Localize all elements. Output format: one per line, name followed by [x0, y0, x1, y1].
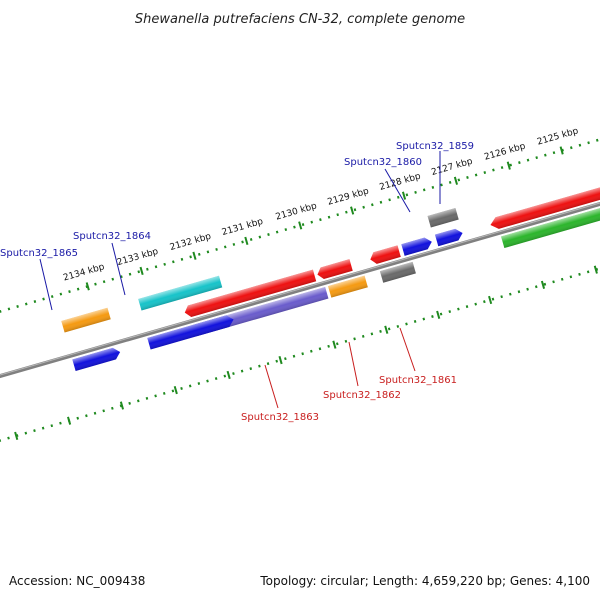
label-sputcn32-1863[interactable]: Sputcn32_1863	[241, 412, 319, 423]
gene-sputcn32-1864[interactable]	[138, 275, 223, 311]
label-sputcn32-1864[interactable]: Sputcn32_1864	[73, 231, 151, 242]
svg-text:2131 kbp: 2131 kbp	[221, 217, 265, 238]
accession-text: Accession: NC_009438	[9, 574, 146, 588]
tick-2128: 2128 kbp	[378, 171, 422, 200]
gene-blue-long[interactable]	[147, 314, 235, 350]
genome-backbone	[0, 169, 600, 411]
gene-sputcn32-1861[interactable]	[379, 261, 416, 283]
gene-red-mid[interactable]	[316, 259, 353, 280]
label-sputcn32-1860[interactable]: Sputcn32_1860	[344, 157, 422, 168]
gene-sputcn32-1861-red[interactable]	[369, 245, 401, 265]
tick-2129: 2129 kbp	[327, 186, 371, 215]
label-sputcn32-1861[interactable]: Sputcn32_1861	[379, 375, 457, 386]
svg-text:2129 kbp: 2129 kbp	[327, 186, 371, 207]
svg-text:2128 kbp: 2128 kbp	[378, 171, 422, 192]
gene-sputcn32-1863-red[interactable]	[183, 269, 317, 319]
svg-text:2134 kbp: 2134 kbp	[62, 262, 106, 283]
gene-blue-left[interactable]	[72, 346, 121, 371]
gene-sputcn32-1862[interactable]	[328, 275, 368, 298]
gene-labels: Sputcn32_1859 Sputcn32_1860 Sputcn32_186…	[0, 141, 474, 423]
genome-summary-text: Topology: circular; Length: 4,659,220 bp…	[260, 574, 590, 588]
svg-text:2127 kbp: 2127 kbp	[430, 157, 474, 178]
tick-2133: 2133 kbp	[116, 247, 160, 276]
lower-ticks	[14, 265, 598, 440]
tick-2126: 2126 kbp	[483, 141, 527, 170]
gene-sputcn32-1860[interactable]	[401, 236, 433, 256]
label-sputcn32-1862[interactable]: Sputcn32_1862	[323, 390, 401, 401]
map-title: Shewanella putrefaciens CN-32, complete …	[135, 12, 465, 27]
svg-text:2133 kbp: 2133 kbp	[116, 247, 160, 268]
tick-2130: 2130 kbp	[275, 201, 319, 230]
label-sputcn32-1859[interactable]: Sputcn32_1859	[396, 141, 474, 152]
svg-text:2130 kbp: 2130 kbp	[275, 201, 319, 222]
tick-2132: 2132 kbp	[169, 232, 213, 260]
gene-sputcn32-1865[interactable]	[61, 307, 111, 333]
tick-2131: 2131 kbp	[221, 217, 265, 245]
svg-text:2125 kbp: 2125 kbp	[536, 126, 580, 147]
gene-green-right[interactable]	[501, 195, 600, 249]
svg-text:2126 kbp: 2126 kbp	[483, 141, 527, 162]
gene-sputcn32-1859[interactable]	[434, 227, 464, 247]
gene-gray-upper[interactable]	[427, 207, 459, 228]
tick-2125: 2125 kbp	[536, 126, 580, 155]
gene-right-red-upper[interactable]	[489, 176, 600, 231]
tick-2127: 2127 kbp	[430, 157, 474, 185]
svg-text:2132 kbp: 2132 kbp	[169, 232, 213, 253]
label-sputcn32-1865[interactable]: Sputcn32_1865	[0, 248, 78, 259]
